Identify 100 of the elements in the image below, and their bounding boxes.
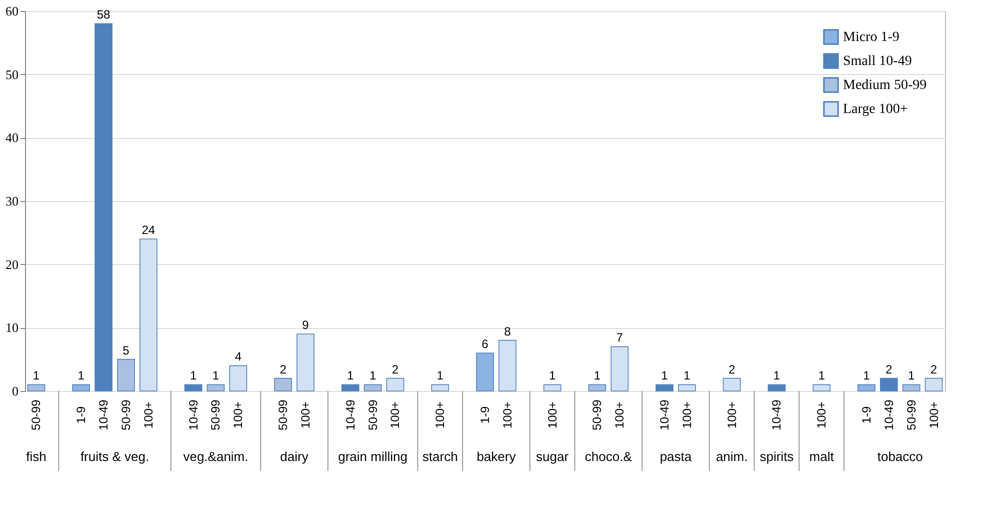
data-label: 2 xyxy=(930,362,938,376)
data-label: 1 xyxy=(78,368,85,383)
bar xyxy=(678,384,696,392)
bar xyxy=(364,384,382,392)
x-tick-label: 10-49 xyxy=(658,399,672,430)
data-label: 5 xyxy=(122,343,130,358)
text: pasta xyxy=(660,449,692,464)
x-tick-label: 50-99 xyxy=(208,399,223,430)
data-label: 1 xyxy=(548,368,556,383)
text: tobacco xyxy=(877,449,923,464)
bar xyxy=(117,358,135,392)
text: fruits & veg. xyxy=(80,449,150,464)
x-tick-label: 50-99 xyxy=(29,399,44,430)
data-label: 1 xyxy=(908,368,915,383)
text: dairy xyxy=(280,449,309,464)
x-tick-label: 50-99 xyxy=(118,399,133,430)
data-label: 1 xyxy=(369,368,376,383)
legend-label: Micro 1-9 xyxy=(843,30,900,45)
bar xyxy=(27,384,46,392)
text: grain milling xyxy=(338,449,408,464)
data-label: 58 xyxy=(96,8,111,22)
bar xyxy=(543,384,562,392)
x-tick-label: 10-49 xyxy=(186,399,200,430)
bar xyxy=(722,378,741,392)
x-tick-label: 50-99 xyxy=(904,399,918,430)
bar xyxy=(812,384,831,392)
bar xyxy=(858,384,876,392)
x-tick-label: 100+ xyxy=(545,401,560,429)
x-tick-label: 100+ xyxy=(612,401,627,429)
bar xyxy=(431,384,450,392)
data-label: 1 xyxy=(863,368,870,383)
x-tick-label: 10-49 xyxy=(343,399,358,430)
data-label: 1 xyxy=(347,368,354,383)
text: fish xyxy=(26,449,46,464)
bar xyxy=(498,340,516,392)
y-tick-label: 50 xyxy=(6,66,18,82)
y-tick-label: 10 xyxy=(6,320,18,336)
x-tick-label: 100+ xyxy=(231,401,246,429)
bar xyxy=(476,352,494,392)
bar xyxy=(229,365,248,392)
data-label: 4 xyxy=(234,350,242,364)
data-label: 1 xyxy=(818,368,826,383)
data-label: 2 xyxy=(886,362,893,376)
x-tick-label: 100+ xyxy=(724,401,739,429)
data-label: 24 xyxy=(142,223,156,237)
data-label: 2 xyxy=(728,362,736,376)
x-tick-label: 50-99 xyxy=(590,399,604,430)
bar xyxy=(341,384,360,392)
x-tick-label: 100+ xyxy=(680,401,694,429)
data-label: 2 xyxy=(392,362,399,376)
legend-label: Large 100+ xyxy=(843,102,908,117)
x-tick-label: 50-99 xyxy=(366,399,380,430)
bar xyxy=(274,378,292,392)
data-label: 1 xyxy=(773,368,780,383)
text: malt xyxy=(809,449,834,464)
bar xyxy=(880,378,898,392)
legend-label: Medium 50-99 xyxy=(843,78,927,93)
x-tick-label: 10-49 xyxy=(96,399,111,430)
bar xyxy=(296,334,314,392)
x-tick-label: 10-49 xyxy=(770,399,784,430)
text: bakery xyxy=(476,449,516,464)
bar xyxy=(768,384,786,392)
text: choco.& xyxy=(584,449,632,464)
x-tick-label: 10-49 xyxy=(882,399,896,430)
legend-label: Small 10-49 xyxy=(843,54,912,69)
bar xyxy=(656,384,674,392)
x-tick-label: 100+ xyxy=(433,401,448,429)
data-label: 1 xyxy=(684,368,691,383)
data-label: 2 xyxy=(280,362,287,376)
x-tick-label: 100+ xyxy=(814,401,829,429)
data-label: 1 xyxy=(32,368,40,383)
y-tick-label: 0 xyxy=(12,384,18,398)
data-label: 8 xyxy=(504,324,512,338)
y-tick-label: 40 xyxy=(6,130,18,146)
bar xyxy=(139,238,158,392)
bar xyxy=(386,378,404,392)
data-label: 6 xyxy=(482,337,489,351)
x-tick-label: 100+ xyxy=(926,401,941,429)
bar xyxy=(924,378,943,392)
data-label: 1 xyxy=(436,368,444,383)
bar xyxy=(94,23,112,392)
x-tick-label: 1-9 xyxy=(74,406,88,424)
y-tick-label: 20 xyxy=(6,256,18,272)
bar xyxy=(588,384,606,392)
data-label: 7 xyxy=(616,330,624,345)
x-tick-label: 100+ xyxy=(298,401,312,429)
data-label: 1 xyxy=(190,368,197,383)
data-label: 9 xyxy=(302,318,310,332)
bar xyxy=(610,346,629,392)
data-label: 1 xyxy=(594,368,601,383)
text: starch xyxy=(422,449,458,464)
text: spirits xyxy=(760,449,794,464)
x-tick-label: 100+ xyxy=(141,401,156,429)
text: anim. xyxy=(716,449,748,464)
x-tick-label: 100+ xyxy=(388,401,402,429)
text: veg.&anim. xyxy=(183,449,248,464)
data-label: 1 xyxy=(661,368,668,383)
bar xyxy=(72,384,90,392)
y-tick-label: 30 xyxy=(6,194,18,208)
bar xyxy=(206,384,225,392)
